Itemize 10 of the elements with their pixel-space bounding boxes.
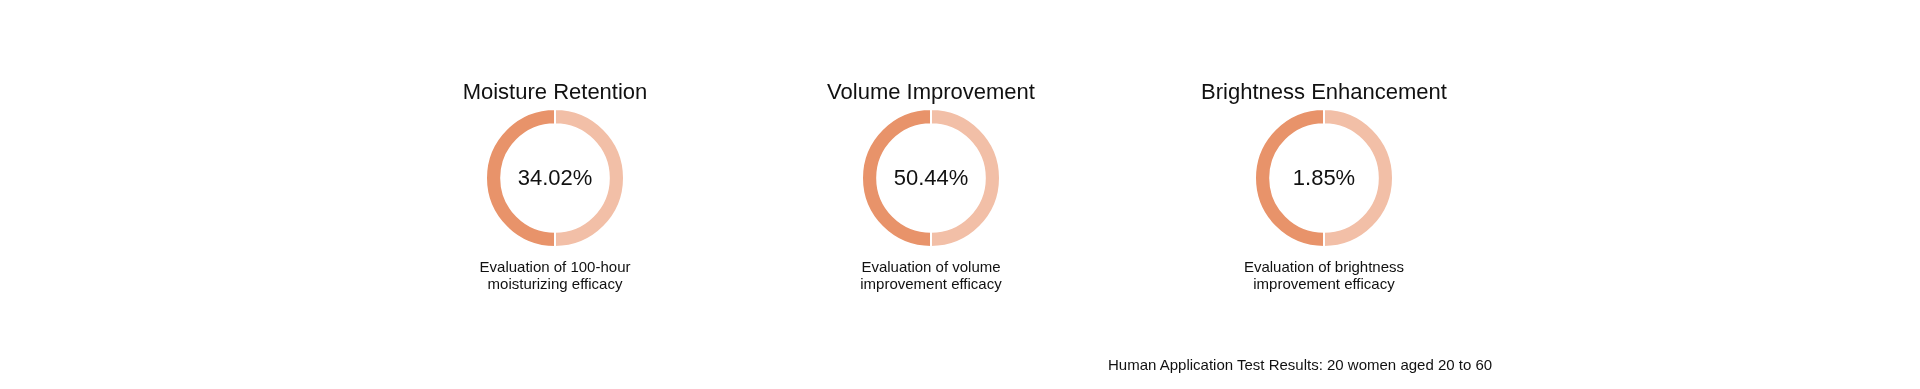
chart-title: Volume Improvement [826, 78, 1036, 106]
chart-title: Moisture Retention [461, 78, 649, 106]
text: 50.44% [892, 164, 970, 192]
text: 34.02% [516, 164, 594, 192]
text: 1.85% [1291, 164, 1357, 192]
text: Evaluation of volume improvement efficacy [859, 258, 1003, 292]
text: Human Application Test Results: 20 women aged 20 to 60 [1108, 356, 1493, 373]
chart-title: Brightness Enhancement [1200, 78, 1448, 106]
text: Evaluation of brightness improvement efficacy [1242, 258, 1406, 292]
text: Evaluation of 100-hour moisturizing efficacy [478, 258, 632, 292]
